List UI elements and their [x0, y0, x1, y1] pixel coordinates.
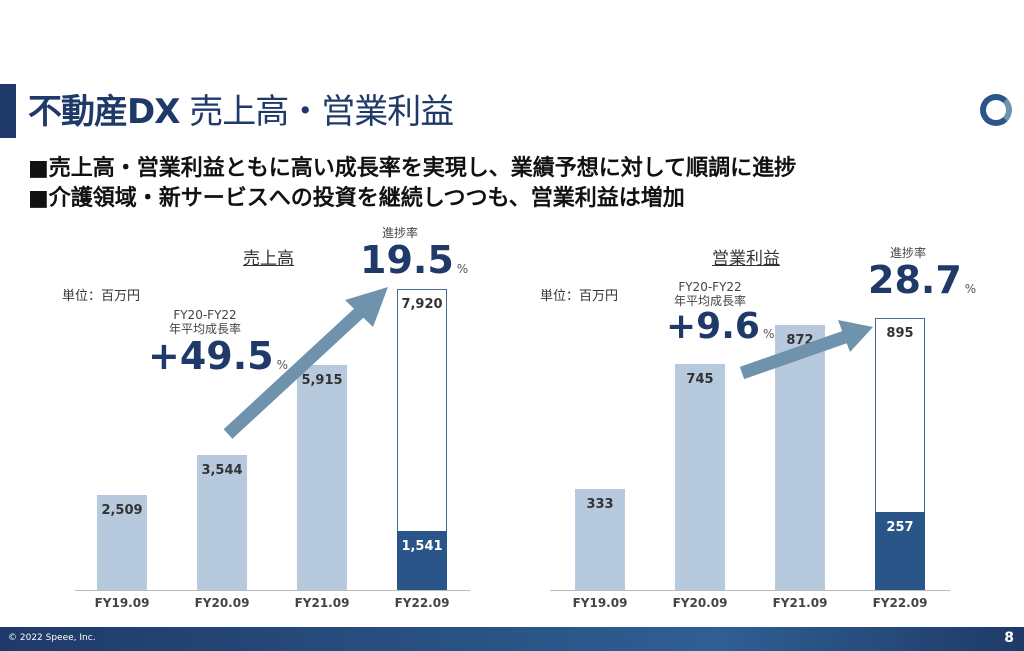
x-axis-line — [550, 590, 950, 591]
x-tick-label: FY20.09 — [672, 596, 728, 610]
title-rest: 売上高・営業利益 — [189, 92, 454, 132]
bar-value-label: 5,915 — [301, 373, 343, 389]
bar-value-label: 745 — [686, 371, 714, 387]
unit-label-sales: 単位：百万円 — [62, 289, 141, 304]
x-tick-label: FY21.09 — [294, 596, 350, 610]
bar-value-label: 7,920 — [401, 297, 443, 312]
bar-value-label: 333 — [586, 496, 614, 512]
company-logo-icon — [980, 94, 1012, 126]
bar-actual-label: 257 — [886, 519, 914, 535]
bar — [197, 455, 247, 590]
x-tick-label: FY22.09 — [394, 596, 450, 610]
bar-value-label: 2,509 — [101, 502, 143, 518]
progress-label-op-profit: 進捗率 — [889, 246, 926, 260]
copyright: © 2022 Speee, Inc. — [8, 633, 96, 643]
bar — [675, 363, 725, 590]
cagr-label-sales: 年平均成長率 — [168, 322, 241, 336]
bullet-2: ■介護領域・新サービスへの投資を継続しつつも、営業利益は増加 — [28, 186, 685, 211]
bar — [775, 324, 825, 590]
cagr-label-op-profit: 年平均成長率 — [673, 294, 746, 308]
bar-actual-label: 1,541 — [401, 539, 443, 555]
bar — [297, 365, 347, 590]
title-accent-bar — [0, 84, 16, 138]
x-tick-label: FY20.09 — [194, 596, 250, 610]
x-tick-label: FY22.09 — [872, 596, 928, 610]
title-bold: 不動産DX — [28, 92, 180, 132]
x-axis-line — [75, 590, 470, 591]
footer: © 2022 Speee, Inc. 8 — [0, 627, 1024, 651]
cagr-value-op-profit: +9.6% — [666, 306, 775, 347]
progress-label-sales: 進捗率 — [381, 226, 418, 240]
chart-title-op-profit: 営業利益 — [712, 249, 780, 269]
x-tick-label: FY19.09 — [94, 596, 150, 610]
bar-actual — [397, 531, 447, 590]
bar-value-label: 895 — [886, 326, 914, 341]
bar-actual — [875, 511, 925, 590]
page-number: 8 — [1004, 630, 1014, 646]
progress-value-sales: 19.5% — [360, 238, 469, 282]
cagr-period-sales: FY20-FY22 — [173, 308, 237, 322]
bar-value-label: 3,544 — [201, 463, 243, 479]
page-title: 不動産DX 売上高・営業利益 — [28, 84, 454, 133]
chart-title-sales: 売上高 — [243, 249, 294, 269]
unit-label-op-profit: 単位：百万円 — [540, 289, 619, 304]
progress-value-op-profit: 28.7% — [868, 258, 977, 302]
bar-value-label: 872 — [786, 332, 814, 348]
bar — [97, 494, 147, 590]
x-tick-label: FY19.09 — [572, 596, 628, 610]
cagr-value-sales: +49.5% — [148, 334, 289, 378]
bar — [575, 488, 625, 590]
x-tick-label: FY21.09 — [772, 596, 828, 610]
cagr-period-op-profit: FY20-FY22 — [678, 280, 742, 294]
bullet-1: ■売上高・営業利益ともに高い成長率を実現し、業績予想に対して順調に進捗 — [28, 156, 797, 181]
